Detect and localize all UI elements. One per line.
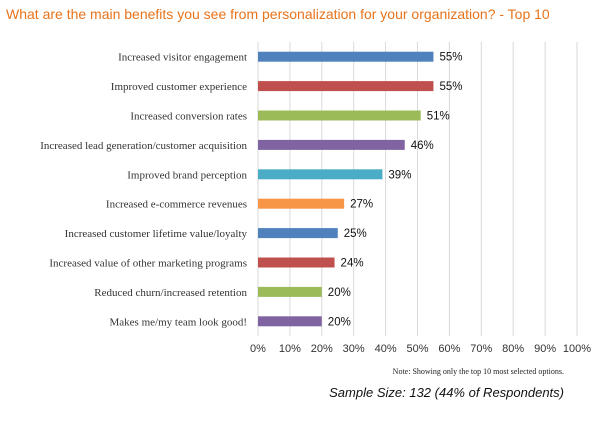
bar [258, 316, 322, 327]
category-label: Increased lead generation/customer acqui… [40, 140, 247, 152]
data-label: 46% [411, 140, 434, 152]
bar [258, 110, 421, 121]
category-label: Makes me/my team look good! [110, 316, 247, 328]
category-label: Increased e-commerce revenues [106, 199, 247, 211]
data-label: 20% [328, 316, 351, 328]
x-axis-ticks: 0% 10% 20% 30% 40% 50% 60% 70% 80% 90% 100% [250, 343, 591, 355]
x-tick-label: 0% [250, 343, 266, 355]
bar [258, 257, 335, 268]
bar [258, 81, 434, 92]
data-label: 39% [388, 169, 411, 181]
x-tick-label: 80% [502, 343, 524, 355]
data-label: 51% [427, 111, 450, 123]
category-label: Increased value of other marketing progr… [49, 258, 247, 270]
bars [258, 51, 434, 327]
bar [258, 169, 383, 180]
data-label: 24% [341, 258, 364, 270]
value-labels: 55% 55% 51% 46% 39% 27% 25% 24% 20% 20% [328, 52, 463, 329]
category-label: Increased visitor engagement [118, 52, 247, 64]
x-tick-label: 60% [438, 343, 460, 355]
category-label: Increased conversion rates [130, 111, 247, 123]
x-tick-label: 50% [406, 343, 428, 355]
footnote: Note: Showing only the top 10 most selec… [392, 367, 564, 376]
x-tick-label: 10% [279, 343, 301, 355]
x-tick-label: 70% [470, 343, 492, 355]
category-label: Reduced churn/increased retention [94, 287, 247, 299]
bar [258, 228, 338, 239]
x-tick-label: 30% [343, 343, 365, 355]
bar [258, 139, 405, 150]
bar [258, 51, 434, 62]
x-tick-label: 40% [375, 343, 397, 355]
x-tick-label: 20% [311, 343, 333, 355]
bar [258, 286, 322, 297]
data-label: 27% [350, 199, 373, 211]
x-tick-label: 100% [563, 343, 591, 355]
chart-title: What are the main benefits you see from … [6, 6, 550, 22]
category-label: Improved brand perception [127, 169, 247, 181]
category-label: Improved customer experience [111, 81, 247, 93]
sample-size: Sample Size: 132 (44% of Respondents) [329, 385, 564, 400]
bar [258, 198, 345, 209]
category-label: Increased customer lifetime value/loyalt… [65, 228, 248, 240]
data-label: 55% [439, 81, 462, 93]
data-label: 55% [439, 52, 462, 64]
x-tick-label: 90% [534, 343, 556, 355]
data-label: 25% [344, 228, 367, 240]
category-labels: Increased visitor engagement Improved cus… [40, 52, 247, 329]
data-label: 20% [328, 287, 351, 299]
